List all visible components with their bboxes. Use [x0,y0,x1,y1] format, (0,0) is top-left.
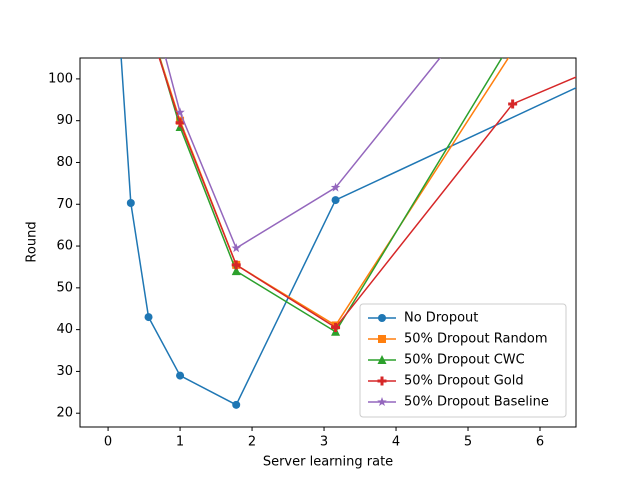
y-tick-label: 50 [56,280,73,295]
x-tick-label: 4 [392,435,400,450]
y-tick-label: 20 [56,406,73,421]
x-axis-label: Server learning rate [263,455,393,470]
y-tick-label: 90 [56,113,73,128]
y-tick-label: 70 [56,197,73,212]
x-tick-label: 0 [104,435,112,450]
marker [145,18,153,26]
marker [377,355,387,364]
marker [126,199,135,208]
marker [144,20,153,29]
legend-box [359,303,567,418]
marker [231,260,241,270]
marker [509,47,517,55]
legend-label: No Dropout [404,311,478,326]
marker [176,371,185,380]
y-tick-label: 30 [56,364,73,379]
legend-label: 50% Dropout Gold [404,374,524,389]
legend-label: 50% Dropout CWC [404,353,525,368]
plot-area [117,15,576,409]
marker [331,323,341,333]
marker [117,50,125,58]
x-tick-label: 1 [176,435,184,450]
legend-label: 50% Dropout Random [404,332,548,347]
marker [508,35,517,44]
x-tick-label: 2 [248,435,256,450]
marker [330,182,341,192]
y-tick-label: 100 [48,71,73,86]
x-tick-label: 3 [320,435,328,450]
marker [144,313,153,322]
marker [378,335,386,343]
series-line [158,58,503,333]
marker [377,397,387,407]
plot-frame [79,57,577,428]
marker [331,196,340,205]
y-tick-label: 40 [56,322,73,337]
marker [231,266,241,276]
legend-label: 50% Dropout Baseline [404,395,549,410]
marker [378,314,386,322]
marker [175,107,185,117]
marker [144,15,153,24]
marker [508,99,518,109]
y-tick-label: 80 [56,155,73,170]
marker [231,243,241,253]
y-axis-label: Round [25,221,40,262]
y-tick-label: 60 [56,239,73,254]
x-tick-label: 5 [464,435,472,450]
marker [175,118,185,128]
series-line [158,58,576,329]
marker [377,376,387,386]
marker [232,400,241,409]
x-tick-label: 6 [536,435,544,450]
